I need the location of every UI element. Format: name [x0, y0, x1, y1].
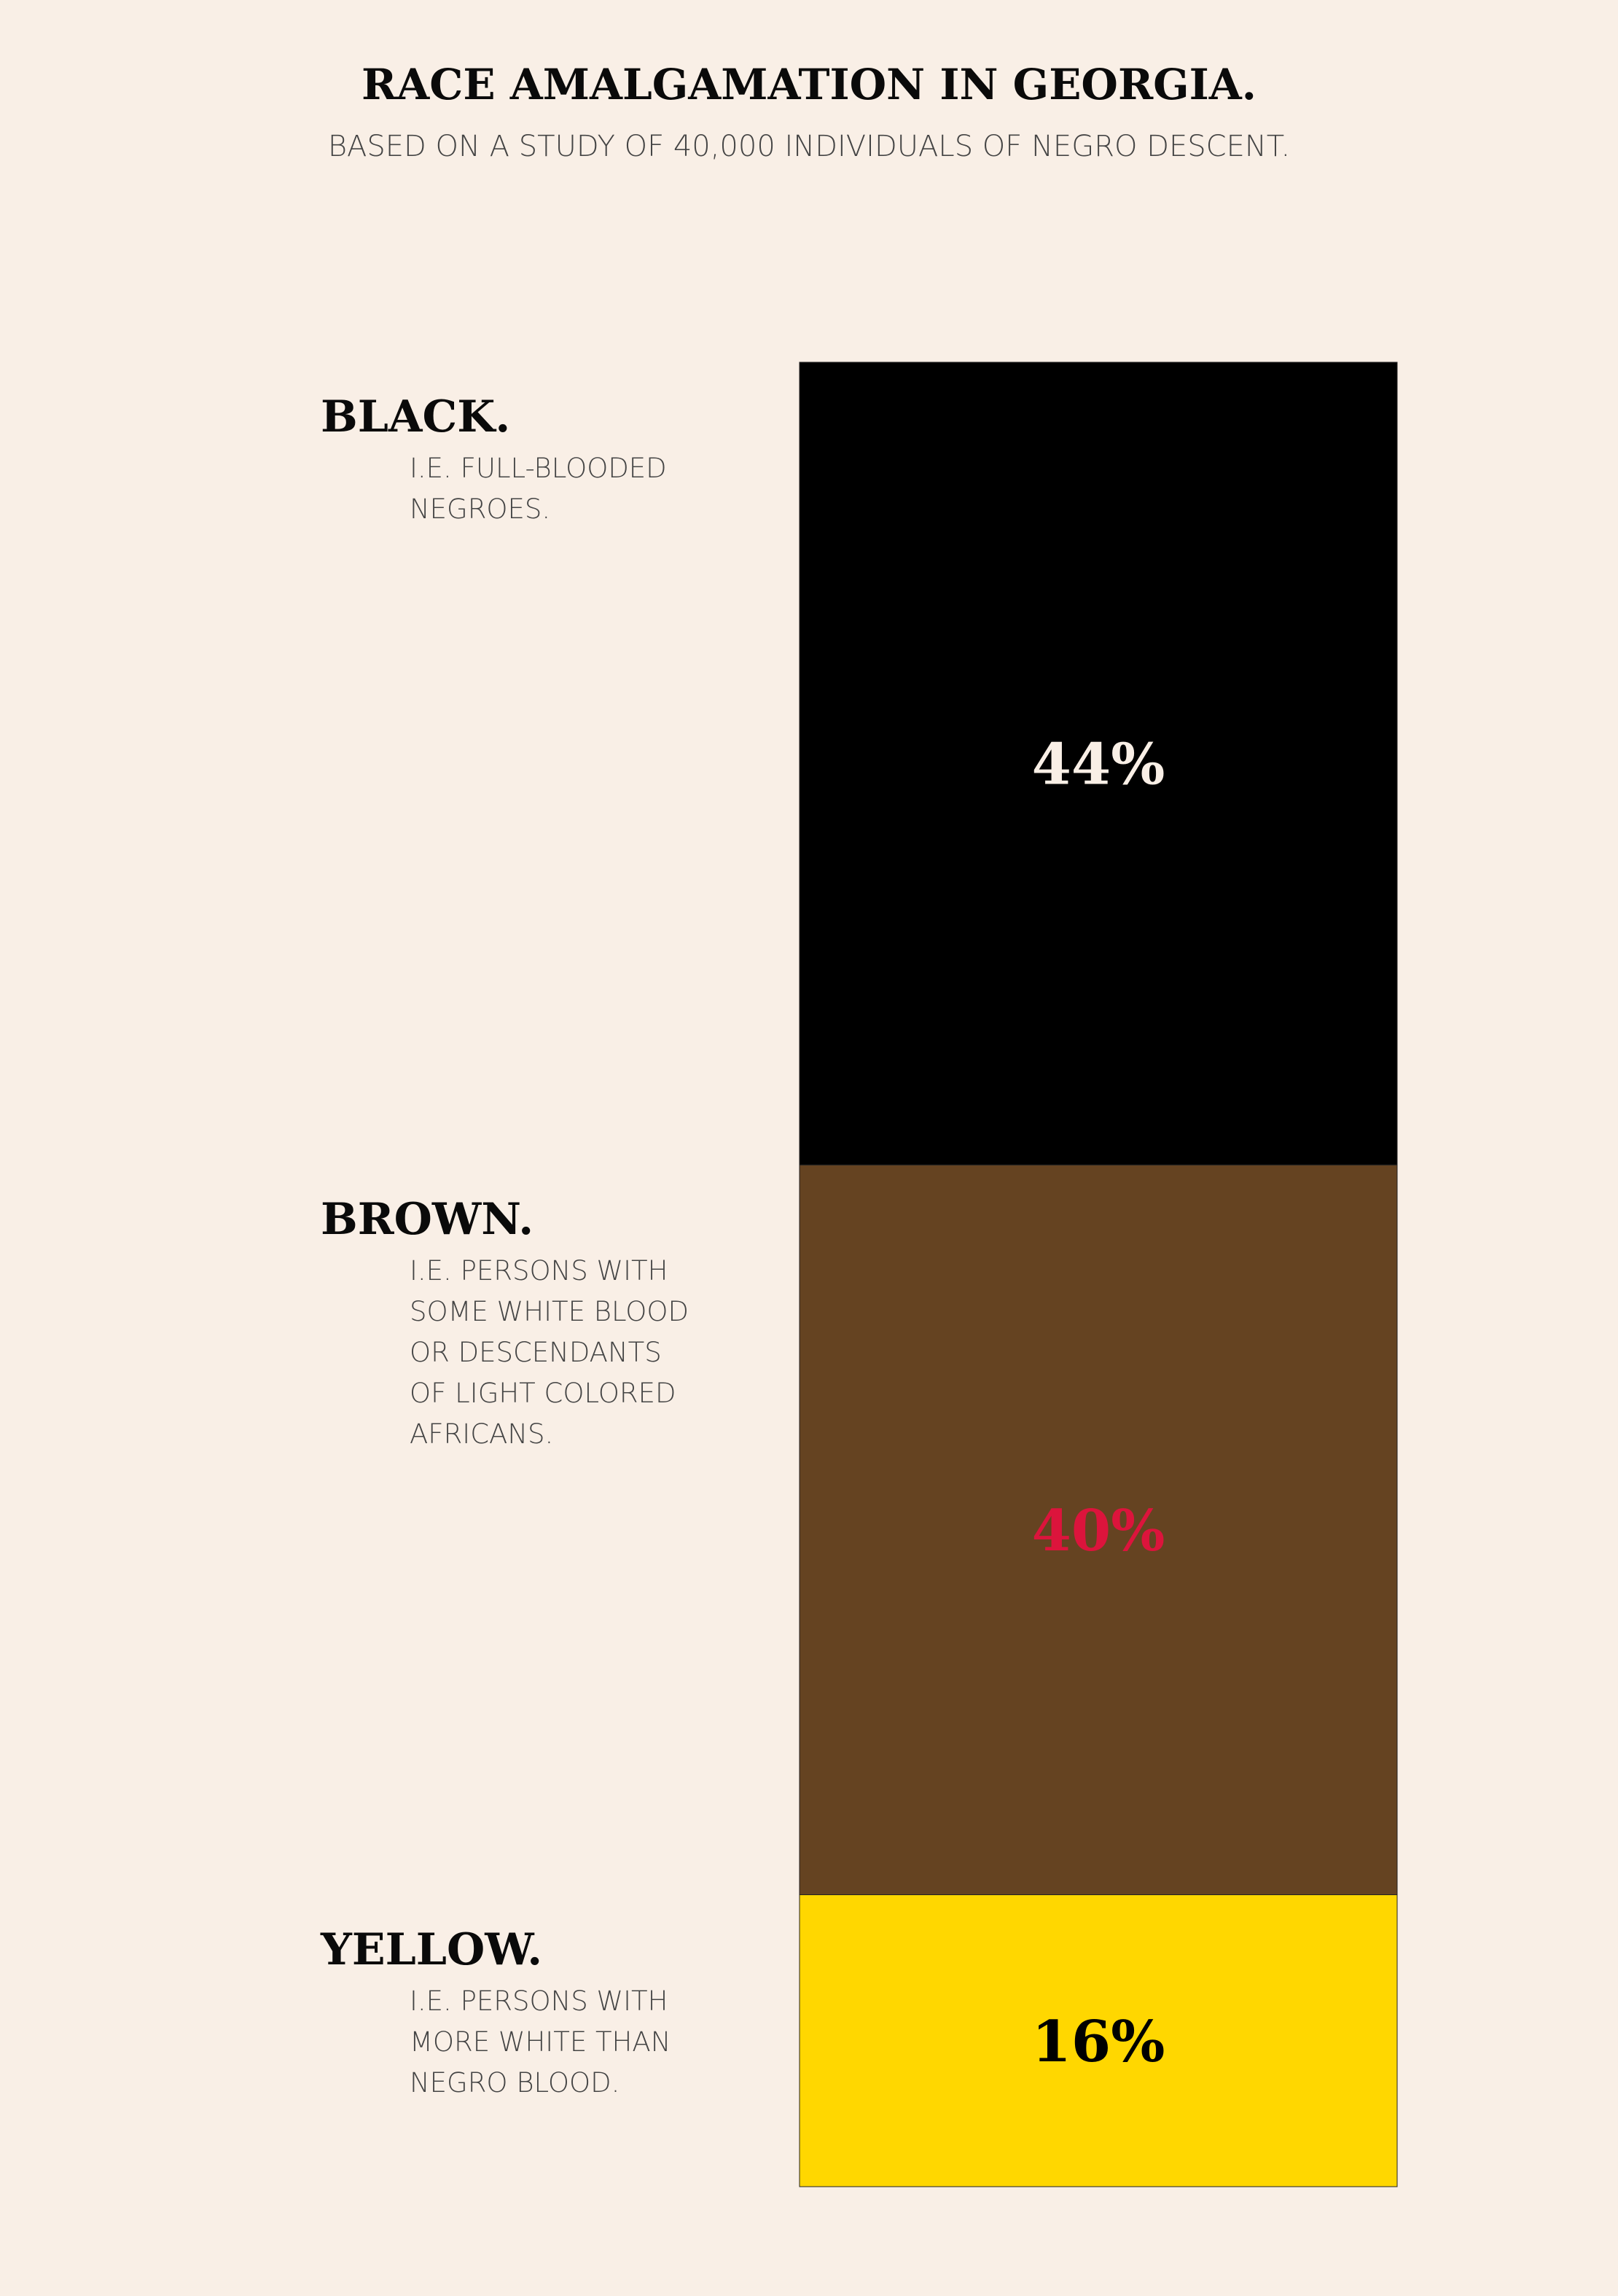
description-line: AFRICANS. [410, 1418, 554, 1450]
description-line: NEGRO BLOOD. [410, 2066, 620, 2098]
description-line: NEGROES. [410, 493, 551, 525]
chart-subtitle: BASED ON A STUDY OF 40,000 INDIVIDUALS O… [327, 130, 1291, 163]
bar-segment-black [799, 362, 1398, 1165]
bar-segment-yellow [799, 1894, 1398, 2187]
value-label-black: 44% [1032, 732, 1165, 798]
description-line: OR DESCENDANTS [410, 1337, 662, 1369]
description-line: I.E. FULL-BLOODED [410, 453, 667, 484]
category-description-black: I.E. FULL-BLOODED NEGROES. [410, 448, 730, 530]
description-line: I.E. PERSONS WITH [410, 1255, 668, 1287]
description-line: MORE WHITE THAN [410, 2026, 671, 2058]
value-label-yellow: 16% [1032, 2009, 1165, 2075]
category-description-yellow: I.E. PERSONS WITH MORE WHITE THAN NEGRO BL… [410, 1981, 730, 2104]
description-line: SOME WHITE BLOOD [410, 1296, 689, 1328]
description-line: I.E. PERSONS WITH [410, 1985, 668, 2017]
category-description-brown: I.E. PERSONS WITH SOME WHITE BLOOD OR DESC… [410, 1251, 730, 1455]
description-line: OF LIGHT COLORED [410, 1378, 676, 1410]
category-label-black: BLACK. [321, 391, 511, 442]
bar-segment-brown [799, 1164, 1398, 1896]
chart-title: RACE AMALGAMATION IN GEORGIA. [361, 60, 1257, 109]
category-label-brown: BROWN. [321, 1194, 534, 1246]
category-label-yellow: YELLOW. [321, 1924, 543, 1975]
value-label-brown: 40% [1032, 1498, 1165, 1564]
